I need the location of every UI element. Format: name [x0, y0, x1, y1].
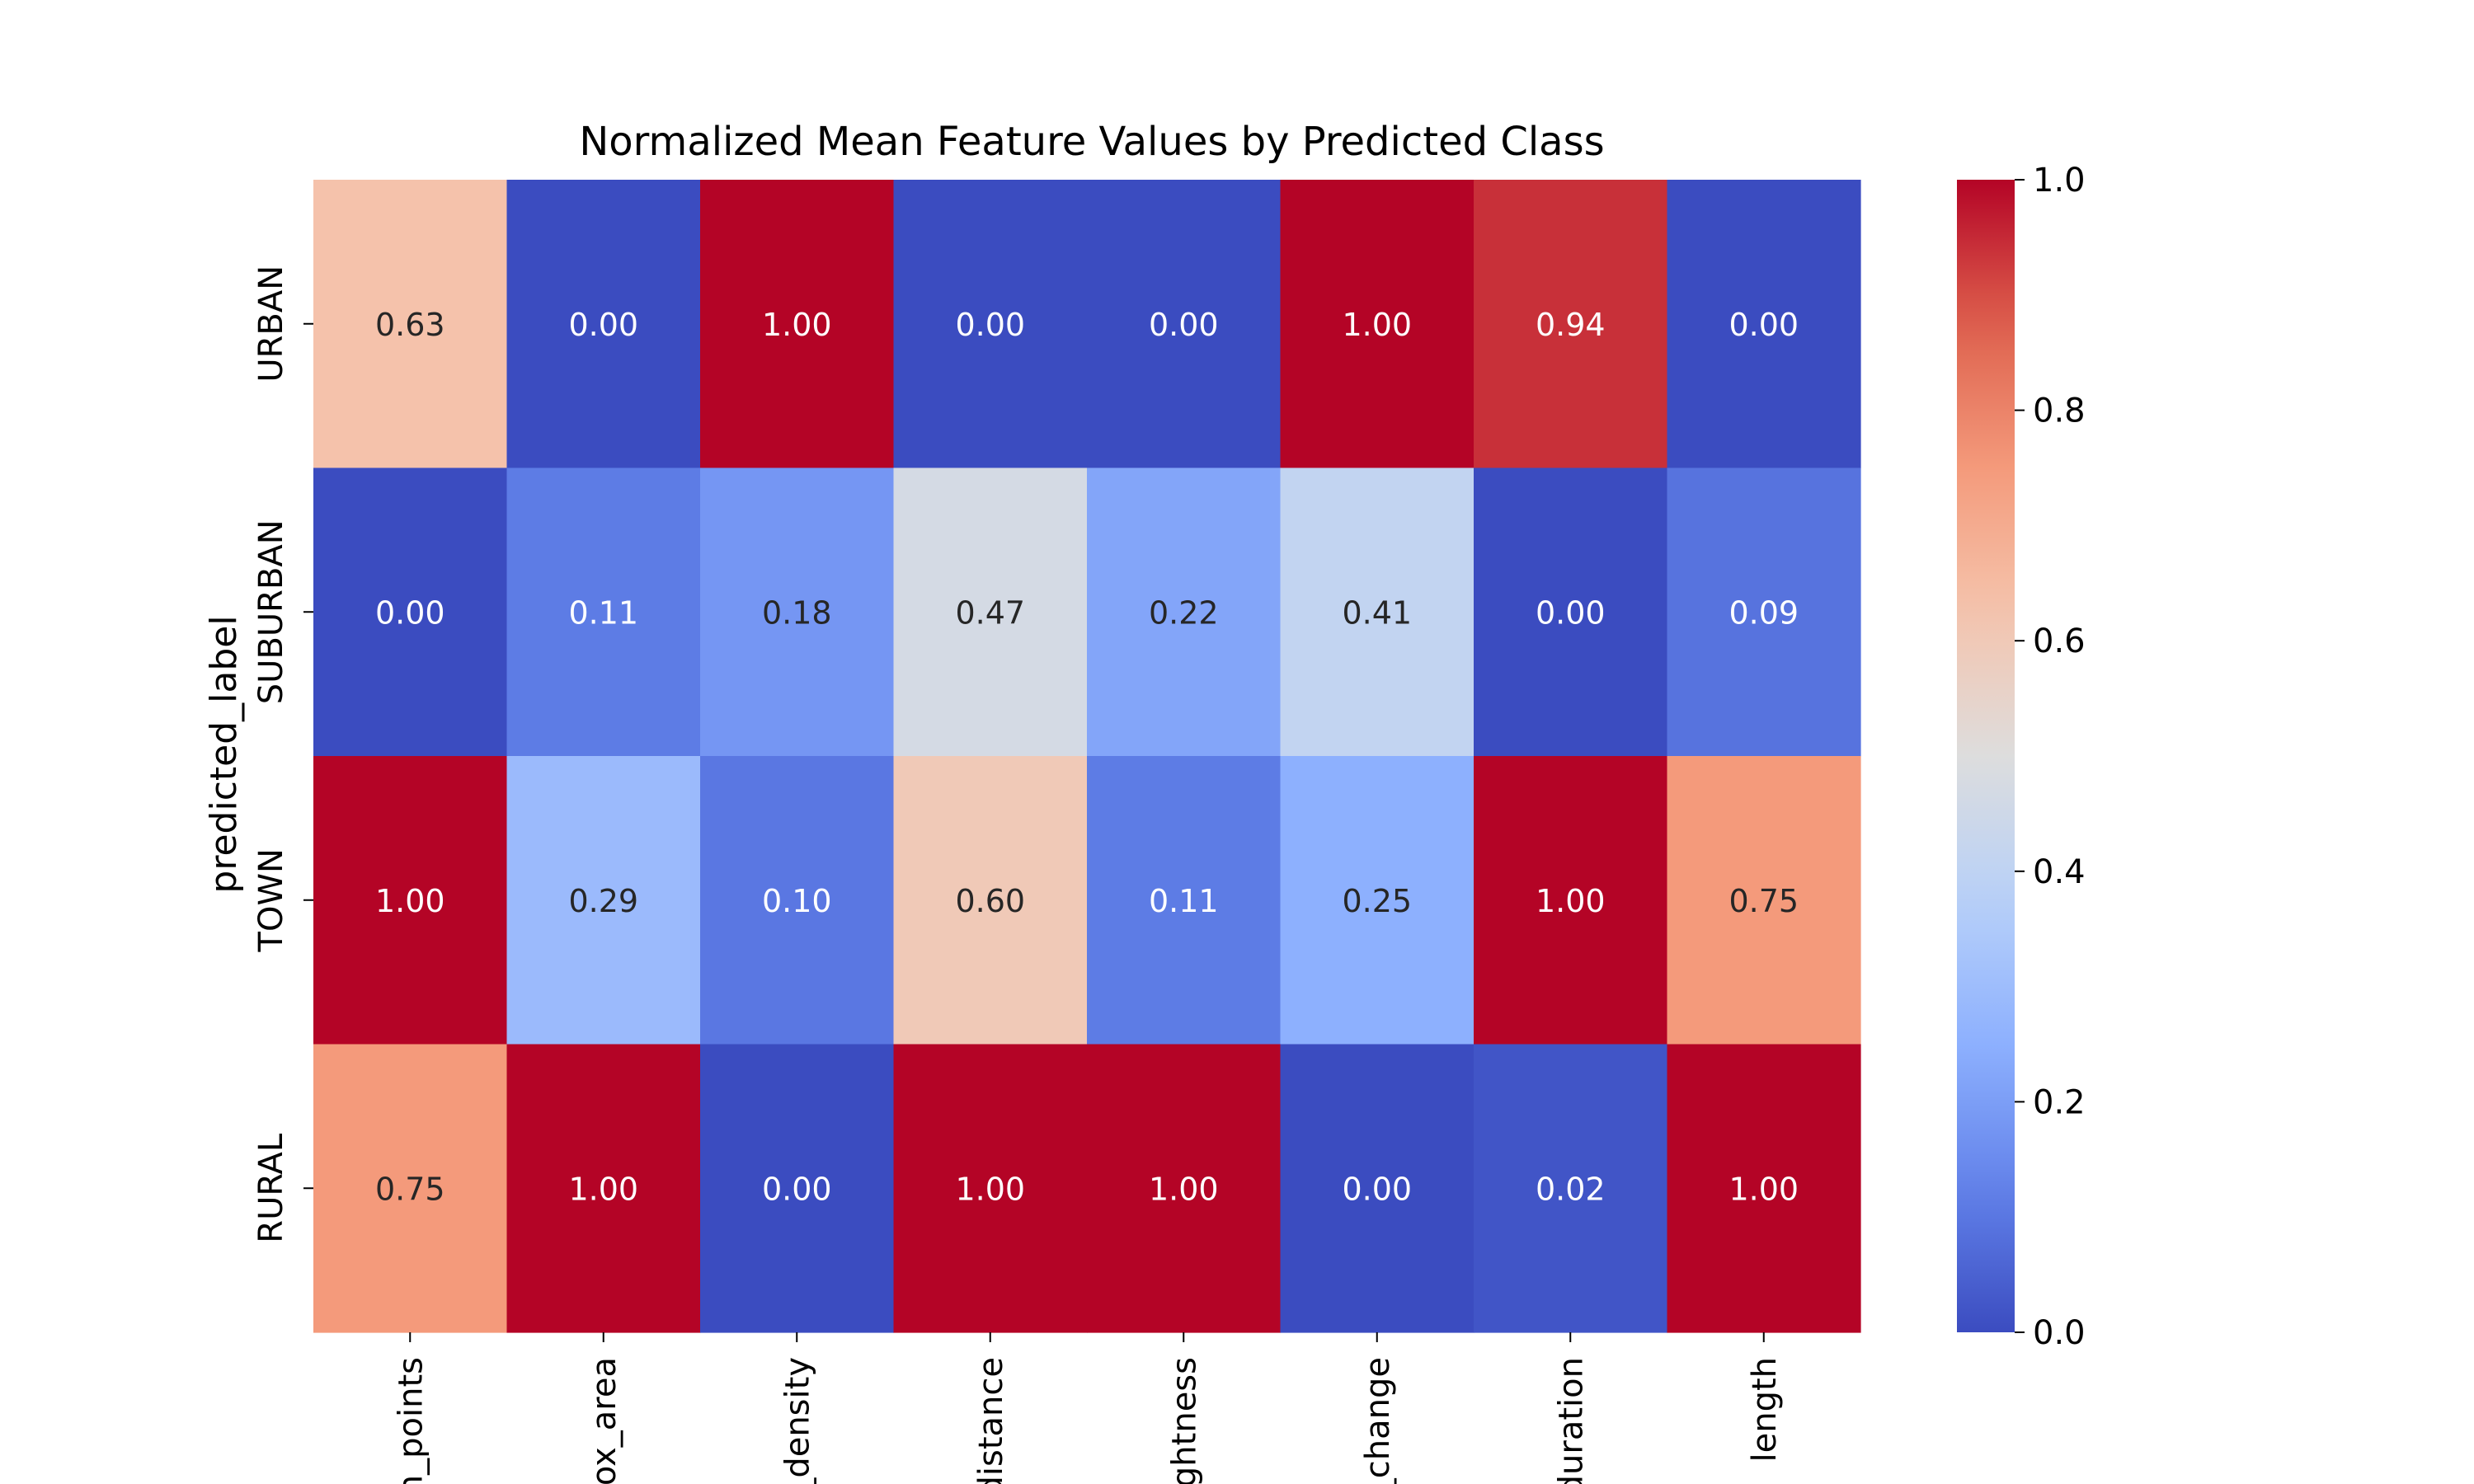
cell-value-label: 0.41: [1342, 594, 1412, 631]
heatmap-cell: [313, 756, 508, 1045]
heatmap-cell: [1474, 756, 1668, 1045]
cell-value-label: 0.10: [762, 883, 832, 919]
cell-value-label: 1.00: [1729, 1171, 1799, 1207]
cell-value-label: 0.00: [1536, 594, 1606, 631]
heatmap-cell: [506, 756, 701, 1045]
cell-value-label: 0.00: [955, 307, 1025, 343]
heatmap-cell: [313, 1044, 508, 1333]
heatmap-cell: [700, 467, 895, 757]
row-tick-label: RURAL: [252, 1133, 290, 1243]
cell-value-label: 0.75: [1729, 883, 1799, 919]
heatmap-cell: [1280, 1044, 1475, 1333]
cell-value-label: 0.00: [1149, 307, 1219, 343]
chart-title: Normalized Mean Feature Values by Predic…: [579, 119, 1604, 165]
heatmap-cell: [1087, 467, 1282, 757]
cell-value-label: 0.00: [1342, 1171, 1412, 1207]
heatmap-cell: [893, 467, 1088, 757]
cell-value-label: 0.63: [375, 307, 445, 343]
column-tick-label: ghtness: [1165, 1357, 1203, 1484]
column-tick-label: _density: [778, 1357, 816, 1484]
cell-value-label: 1.00: [955, 1171, 1025, 1207]
cell-value-label: 1.00: [1536, 883, 1606, 919]
column-tick-label: length: [1746, 1357, 1784, 1463]
column-tick-label: duration: [1552, 1357, 1590, 1484]
colorbar-tick-label: 0.6: [2033, 622, 2086, 660]
column-tick-label: ox_area: [586, 1357, 623, 1484]
cell-value-label: 0.75: [375, 1171, 445, 1207]
heatmap-cells: [313, 180, 1861, 1333]
heatmap-cell: [1087, 1044, 1282, 1333]
row-tick-labels: URBAN SUBURBAN TOWN RURAL: [252, 265, 313, 1243]
heatmap-cell: [1667, 180, 1861, 469]
cell-value-label: 0.00: [1729, 307, 1799, 343]
cell-value-label: 1.00: [375, 883, 445, 919]
cell-value-label: 0.00: [568, 307, 638, 343]
heatmap-cell: [893, 1044, 1088, 1333]
cell-value-label: 0.94: [1536, 307, 1606, 343]
heatmap-cell: [506, 1044, 701, 1333]
heatmap-cell: [700, 1044, 895, 1333]
heatmap-cell: [1667, 1044, 1861, 1333]
heatmap-cell: [700, 756, 895, 1045]
heatmap-cell: [1474, 1044, 1668, 1333]
colorbar-tick-label: 0.4: [2033, 853, 2086, 891]
cell-value-label: 0.02: [1536, 1171, 1606, 1207]
heatmap-cell: [1280, 180, 1475, 469]
heatmap-cell: [1474, 180, 1668, 469]
y-axis-label: predicted_label: [203, 615, 245, 893]
heatmap-cell: [1667, 467, 1861, 757]
heatmap-cell: [893, 180, 1088, 469]
heatmap-cell: [1474, 467, 1668, 757]
cell-value-label: 0.29: [568, 883, 638, 919]
heatmap-cell: [1087, 180, 1282, 469]
colorbar-tick-label: 0.2: [2033, 1083, 2086, 1121]
heatmap-cell: [313, 180, 508, 469]
heatmap-cell: [313, 467, 508, 757]
cell-value-labels: 0.63 0.00 1.00 0.00 0.00 1.00 0.94 0.00 0.00 0.11…: [375, 307, 1799, 1208]
colorbar-tick-label: 0.8: [2033, 392, 2086, 430]
cell-value-label: 0.00: [375, 594, 445, 631]
cell-value-label: 0.00: [762, 1171, 832, 1207]
heatmap-cell: [893, 756, 1088, 1045]
cell-value-label: 1.00: [762, 307, 832, 343]
cell-value-label: 0.47: [955, 594, 1025, 631]
cell-value-label: 0.60: [955, 883, 1025, 919]
row-tick-label: TOWN: [252, 848, 290, 952]
colorbar: 0.0 0.2 0.4 0.6 0.8 1.0: [1957, 162, 2086, 1352]
colorbar-tick-label: 1.0: [2033, 162, 2086, 200]
colorbar-tick-label: 0.0: [2033, 1314, 2086, 1352]
heatmap-cell: [1087, 756, 1282, 1045]
column-tick-label: _change: [1359, 1357, 1397, 1484]
heatmap-cell: [506, 180, 701, 469]
cell-value-label: 0.25: [1342, 883, 1412, 919]
heatmap-cell: [506, 467, 701, 757]
column-tick-label: distance: [972, 1357, 1010, 1484]
heatmap-cell: [1667, 756, 1861, 1045]
column-tick-label: n_points: [392, 1357, 430, 1484]
cell-value-label: 1.00: [1342, 307, 1412, 343]
heatmap-cell: [1280, 756, 1475, 1045]
column-tick-labels: n_points ox_area _density distance ghtness _c…: [392, 1332, 1784, 1484]
cell-value-label: 0.11: [1149, 883, 1219, 919]
heatmap-cell: [700, 180, 895, 469]
cell-value-label: 0.18: [762, 594, 832, 631]
cell-value-label: 0.09: [1729, 594, 1799, 631]
cell-value-label: 1.00: [1149, 1171, 1219, 1207]
row-tick-label: SUBURBAN: [252, 519, 290, 704]
cell-value-label: 1.00: [568, 1171, 638, 1207]
colorbar-gradient: [1957, 180, 2015, 1332]
cell-value-label: 0.22: [1149, 594, 1219, 631]
cell-value-label: 0.11: [568, 594, 638, 631]
row-tick-label: URBAN: [252, 265, 290, 383]
heatmap-cell: [1280, 467, 1475, 757]
